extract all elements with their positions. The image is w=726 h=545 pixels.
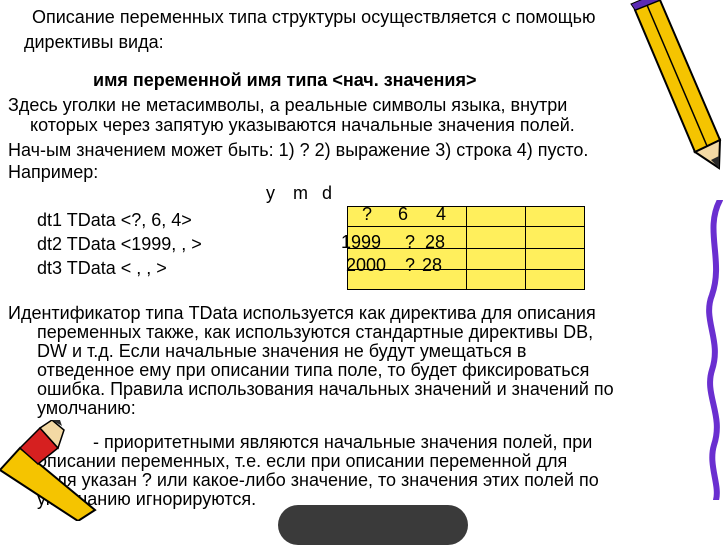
body-line: ошибка. Правила использования начальных …: [37, 379, 614, 399]
example-label: Например:: [8, 162, 99, 182]
field-header-y: y: [266, 183, 275, 203]
table-cell: 28: [425, 232, 446, 252]
body-line: умолчанию игнорируются.: [37, 489, 257, 509]
body-line: умолчанию:: [37, 398, 136, 418]
declaration-dt3: dt3 TData < , , >: [37, 258, 167, 278]
values-table: [347, 206, 585, 290]
intro-line-2: директивы вида:: [24, 32, 164, 52]
table-cell: 1999: [341, 232, 382, 252]
table-cell: 2000: [346, 255, 387, 275]
table-cell: ?: [405, 232, 416, 252]
init-values-line: Нач-ым значением может быть: 1) ? 2) выр…: [8, 140, 589, 160]
note-line-2: которых через запятую указываются началь…: [30, 115, 575, 135]
body-line: описании переменных, т.е. если при описа…: [37, 451, 568, 471]
body-line: поля указан ? или какое-либо значение, т…: [37, 470, 599, 490]
body-line: отведенное ему при описании типа поле, т…: [37, 360, 590, 380]
declaration-dt1: dt1 TData <?, 6, 4>: [37, 210, 192, 230]
table-cell: ?: [405, 255, 416, 275]
pencil-icon: [630, 0, 722, 170]
bottom-blob-icon: [278, 505, 468, 545]
declaration-dt2: dt2 TData <1999, , >: [37, 234, 202, 254]
body-line: переменных также, как используются станд…: [37, 322, 594, 342]
table-cell: 4: [436, 204, 447, 224]
pencil-icon: [0, 420, 97, 521]
table-cell: 28: [422, 255, 443, 275]
body-line: DW и т.д. Если начальные значения не буд…: [37, 341, 527, 361]
body-line: Идентификатор типа TData используется ка…: [8, 303, 596, 323]
field-header-m: m: [293, 183, 308, 203]
table-cell: 6: [398, 204, 409, 224]
note-line-1: Здесь уголки не метасимволы, а реальные …: [8, 95, 568, 115]
table-cell: ?: [362, 204, 373, 224]
squiggle-icon: [706, 200, 723, 500]
directive-syntax: имя переменной имя типа <нач. значения>: [93, 70, 477, 90]
body-line: - приоритетными являются начальные значе…: [93, 432, 593, 452]
field-header-d: d: [322, 183, 333, 203]
intro-line-1: Описание переменных типа структуры осуще…: [32, 7, 596, 27]
